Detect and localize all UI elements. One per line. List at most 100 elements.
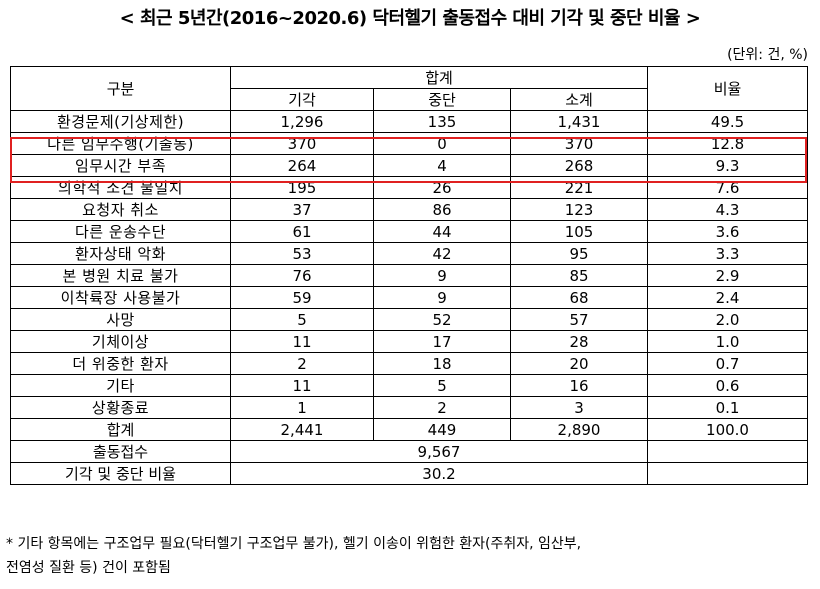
cell-rejected: 5 <box>230 308 374 331</box>
cell-rejected: 76 <box>230 264 374 287</box>
rate-empty <box>647 462 809 485</box>
cell-subtotal: 20 <box>509 352 649 375</box>
cell-ratio: 0.1 <box>647 396 809 419</box>
header-total-group: 합계 <box>229 66 649 89</box>
total-stopped: 449 <box>373 418 511 441</box>
table-row: 다른 임무수행(기출동) 370 0 370 12.8 <box>10 132 809 155</box>
cell-ratio: 0.7 <box>647 352 809 375</box>
cell-rejected: 61 <box>230 220 374 243</box>
cell-subtotal: 68 <box>509 286 649 309</box>
cell-ratio: 4.3 <box>647 198 809 221</box>
cell-ratio: 2.0 <box>647 308 809 331</box>
cell-ratio: 2.4 <box>647 286 809 309</box>
dispatch-empty <box>647 440 809 463</box>
cell-subtotal: 95 <box>509 242 649 265</box>
cell-rejected: 59 <box>230 286 374 309</box>
row-label: 다른 운송수단 <box>10 220 231 243</box>
table-row-total: 합계 2,441 449 2,890 100.0 <box>10 418 809 441</box>
footnote-line-2: 전염성 질환 등) 건이 포함됨 <box>6 560 171 576</box>
cell-subtotal: 57 <box>509 308 649 331</box>
table-row: 본 병원 치료 불가 76 9 85 2.9 <box>10 264 809 287</box>
row-label: 다른 임무수행(기출동) <box>10 132 231 155</box>
table-row: 이착륙장 사용불가 59 9 68 2.4 <box>10 286 809 309</box>
cell-subtotal: 3 <box>509 396 649 419</box>
total-subtotal: 2,890 <box>509 418 649 441</box>
cell-ratio: 7.6 <box>647 176 809 199</box>
cell-rejected: 264 <box>230 154 374 177</box>
row-label: 본 병원 치료 불가 <box>10 264 231 287</box>
cell-ratio: 12.8 <box>647 132 809 155</box>
table-row: 다른 운송수단 61 44 105 3.6 <box>10 220 809 243</box>
table-row: 사망 5 52 57 2.0 <box>10 308 809 331</box>
cell-subtotal: 370 <box>509 132 649 155</box>
cell-subtotal: 123 <box>509 198 649 221</box>
row-label: 환자상태 악화 <box>10 242 231 265</box>
row-label: 환경문제(기상제한) <box>10 110 231 133</box>
total-label: 합계 <box>10 418 231 441</box>
cell-rejected: 370 <box>230 132 374 155</box>
rate-value: 30.2 <box>229 462 649 485</box>
table-title: < 최근 5년간(2016~2020.6) 닥터헬기 출동접수 대비 기각 및 … <box>119 8 701 29</box>
cell-rejected: 37 <box>230 198 374 221</box>
cell-stopped: 86 <box>373 198 511 221</box>
dispatch-value: 9,567 <box>229 440 649 463</box>
total-rejected: 2,441 <box>230 418 374 441</box>
cell-rejected: 53 <box>230 242 374 265</box>
cell-stopped: 4 <box>373 154 511 177</box>
row-label: 상황종료 <box>10 396 231 419</box>
cell-stopped: 5 <box>373 374 511 397</box>
cell-rejected: 11 <box>230 330 374 353</box>
table-row: 의학적 소견 불일치 195 26 221 7.6 <box>10 176 809 199</box>
dispatch-label: 출동접수 <box>10 440 231 463</box>
rate-label: 기각 및 중단 비율 <box>10 462 231 485</box>
header-rejected: 기각 <box>230 88 374 111</box>
table-row: 환자상태 악화 53 42 95 3.3 <box>10 242 809 265</box>
total-ratio: 100.0 <box>647 418 809 441</box>
cell-stopped: 2 <box>373 396 511 419</box>
statistics-table: 구분 합계 비율 기각 중단 소계 환경문제(기상제한) 1,296 135 1,43… <box>10 66 809 485</box>
cell-stopped: 17 <box>373 330 511 353</box>
cell-stopped: 9 <box>373 264 511 287</box>
cell-stopped: 135 <box>373 110 511 133</box>
cell-rejected: 11 <box>230 374 374 397</box>
cell-subtotal: 105 <box>509 220 649 243</box>
footnote: * 기타 항목에는 구조업무 필요(닥터헬기 구조업무 불가), 헬기 이송이 … <box>6 532 806 580</box>
table-row: 기타 11 5 16 0.6 <box>10 374 809 397</box>
cell-ratio: 0.6 <box>647 374 809 397</box>
row-label: 사망 <box>10 308 231 331</box>
table-body: 환경문제(기상제한) 1,296 135 1,431 49.5 다른 임무수행(기출동) 3… <box>10 110 809 419</box>
row-label: 기타 <box>10 374 231 397</box>
cell-rejected: 2 <box>230 352 374 375</box>
cell-stopped: 9 <box>373 286 511 309</box>
cell-rejected: 1,296 <box>230 110 374 133</box>
table-row: 기체이상 11 17 28 1.0 <box>10 330 809 353</box>
table-row: 상황종료 1 2 3 0.1 <box>10 396 809 419</box>
cell-subtotal: 16 <box>509 374 649 397</box>
cell-subtotal: 268 <box>509 154 649 177</box>
cell-ratio: 3.3 <box>647 242 809 265</box>
cell-ratio: 2.9 <box>647 264 809 287</box>
table-row: 요청자 취소 37 86 123 4.3 <box>10 198 809 221</box>
table-row: 임무시간 부족 264 4 268 9.3 <box>10 154 809 177</box>
cell-subtotal: 28 <box>509 330 649 353</box>
header-ratio: 비율 <box>647 66 809 111</box>
header-category: 구분 <box>10 66 231 111</box>
cell-subtotal: 85 <box>509 264 649 287</box>
cell-ratio: 3.6 <box>647 220 809 243</box>
cell-stopped: 18 <box>373 352 511 375</box>
row-label: 더 위중한 환자 <box>10 352 231 375</box>
header-subtotal: 소계 <box>509 88 649 111</box>
table-row: 더 위중한 환자 2 18 20 0.7 <box>10 352 809 375</box>
cell-subtotal: 221 <box>509 176 649 199</box>
row-label: 임무시간 부족 <box>10 154 231 177</box>
row-label: 의학적 소견 불일치 <box>10 176 231 199</box>
cell-rejected: 1 <box>230 396 374 419</box>
footnote-line-1: * 기타 항목에는 구조업무 필요(닥터헬기 구조업무 불가), 헬기 이송이 … <box>6 536 582 552</box>
cell-stopped: 42 <box>373 242 511 265</box>
cell-ratio: 1.0 <box>647 330 809 353</box>
table-row-rate: 기각 및 중단 비율 30.2 <box>10 462 809 485</box>
cell-stopped: 26 <box>373 176 511 199</box>
header-stopped: 중단 <box>373 88 511 111</box>
unit-label: (단위: 건, %) <box>727 47 808 63</box>
cell-ratio: 9.3 <box>647 154 809 177</box>
